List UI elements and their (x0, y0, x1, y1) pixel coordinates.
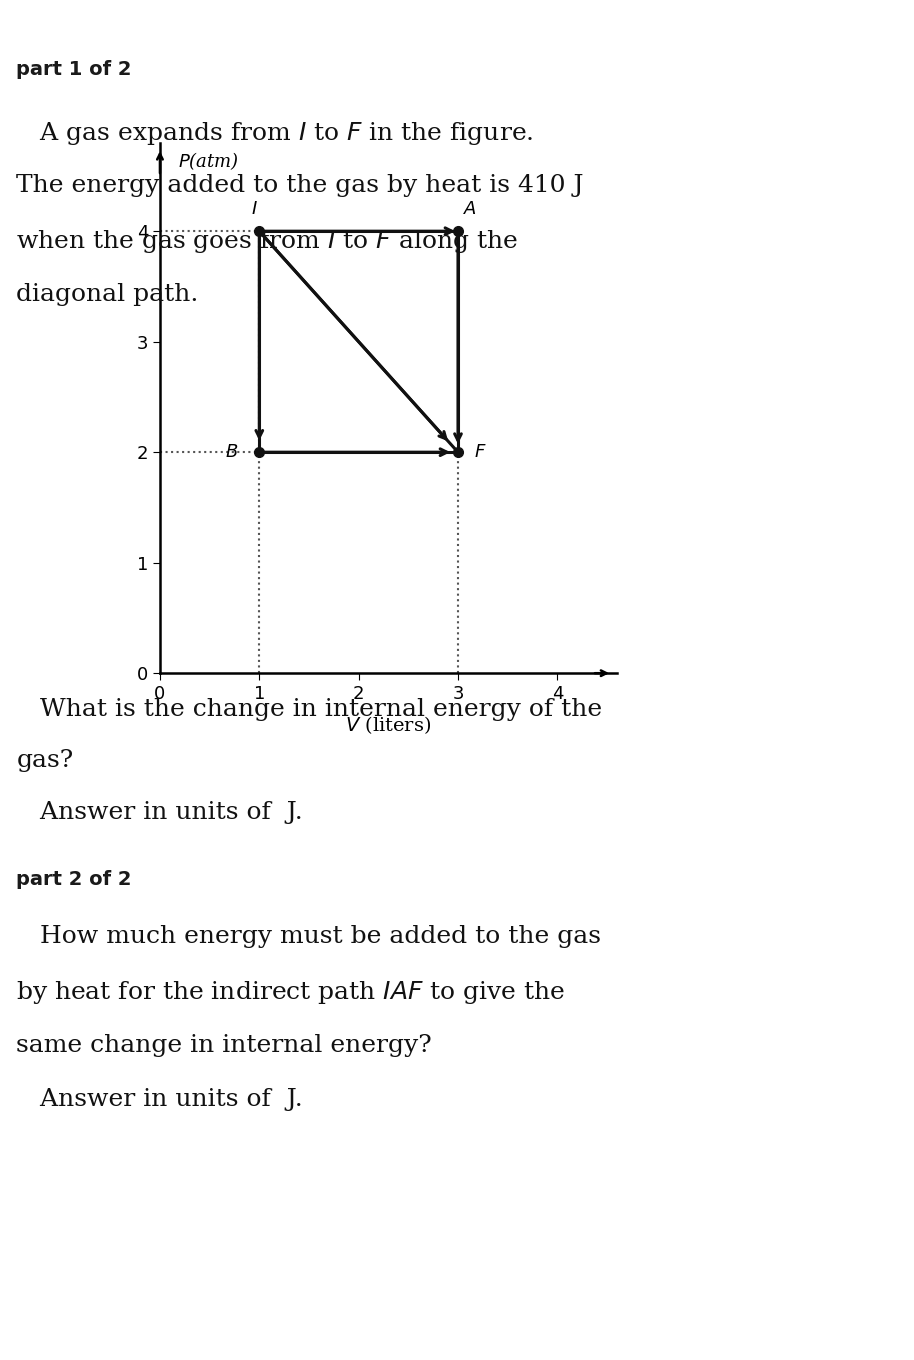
Text: part 1 of 2: part 1 of 2 (16, 60, 132, 79)
Text: Answer in units of  J.: Answer in units of J. (16, 801, 303, 824)
Text: gas?: gas? (16, 749, 74, 772)
Text: What is the change in internal energy of the: What is the change in internal energy of… (16, 698, 602, 721)
Text: How much energy must be added to the gas: How much energy must be added to the gas (16, 925, 601, 948)
X-axis label: $V$ (liters): $V$ (liters) (345, 714, 431, 736)
Text: diagonal path.: diagonal path. (16, 283, 199, 306)
Text: Answer in units of  J.: Answer in units of J. (16, 1088, 303, 1111)
Text: The energy added to the gas by heat is 410 J: The energy added to the gas by heat is 4… (16, 174, 584, 197)
Text: when the gas goes from $I$ to $F$ along the: when the gas goes from $I$ to $F$ along … (16, 228, 518, 256)
Text: part 2 of 2: part 2 of 2 (16, 870, 132, 889)
Text: $F$: $F$ (473, 443, 486, 461)
Text: $B$: $B$ (225, 443, 239, 461)
Text: by heat for the indirect path $IAF$ to give the: by heat for the indirect path $IAF$ to g… (16, 979, 566, 1006)
Text: same change in internal energy?: same change in internal energy? (16, 1034, 432, 1057)
Text: A gas expands from $I$ to $F$ in the figure.: A gas expands from $I$ to $F$ in the fig… (16, 120, 534, 147)
Text: $I$: $I$ (251, 200, 258, 218)
Text: $A$: $A$ (462, 200, 477, 218)
Text: $P$(atm): $P$(atm) (178, 151, 239, 173)
